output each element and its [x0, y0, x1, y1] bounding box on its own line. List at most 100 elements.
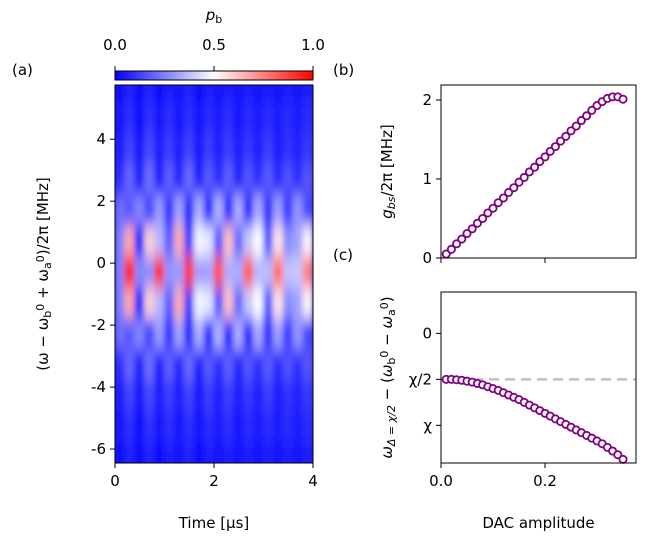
y-axis-label: (ω − ωb0 + ωa0)/2π [MHz] — [34, 177, 54, 371]
heatmap-cell — [223, 85, 235, 103]
y-tick-label: 2 — [96, 192, 106, 210]
heatmap-cell — [154, 132, 165, 165]
heatmap-cell — [183, 256, 195, 289]
heatmap-cell — [282, 318, 294, 351]
heatmap-cell — [272, 287, 284, 320]
label-part: p — [205, 6, 216, 24]
heatmap-cell — [302, 287, 313, 320]
label-part: Δ = χ/2 — [385, 405, 398, 447]
heatmap-cell — [134, 318, 146, 351]
label-part: − — [378, 329, 396, 351]
heatmap-cell — [243, 349, 255, 382]
heatmap-cell — [213, 442, 225, 463]
heatmap-cell — [233, 287, 245, 320]
heatmap-cell — [124, 442, 136, 463]
heatmap-cell — [263, 132, 274, 165]
label-part: + ω — [34, 269, 52, 304]
heatmap-cell — [203, 132, 215, 165]
heatmap-cell — [233, 85, 245, 103]
label-part: b — [41, 311, 54, 318]
heatmap-cell — [243, 85, 255, 103]
label-part: ω — [378, 365, 396, 378]
heatmap-cell — [203, 442, 215, 463]
heatmap-cell — [263, 225, 274, 258]
heatmap-cell — [213, 256, 225, 289]
heatmap-cell — [164, 349, 175, 382]
heatmap-cell — [233, 349, 245, 382]
heatmap-cell — [203, 349, 215, 382]
heatmap-cell — [233, 194, 245, 227]
data-point — [488, 203, 498, 213]
heatmap-cell — [124, 101, 136, 134]
heatmap-cell — [292, 256, 304, 289]
heatmap-cell — [253, 256, 264, 289]
colorbar-tick-label: 0.5 — [202, 36, 226, 54]
label-part: bs — [385, 196, 398, 209]
heatmap-cell — [253, 85, 264, 103]
heatmap-cell — [183, 85, 195, 103]
heatmap-cell — [164, 256, 175, 289]
heatmap-cell — [302, 101, 313, 134]
heatmap-cell — [144, 318, 156, 351]
heatmap-cell — [124, 256, 136, 289]
heatmap-cell — [173, 318, 185, 351]
heatmap-cell — [134, 411, 146, 444]
heatmap-cell — [144, 101, 156, 134]
heatmap-cell — [223, 132, 235, 165]
label-part: ω — [378, 446, 396, 459]
heatmap-cell — [302, 380, 313, 413]
heatmap-cell — [213, 349, 225, 382]
heatmap-cell — [223, 442, 235, 463]
heatmap-cell — [203, 85, 215, 103]
heatmap-cell — [213, 380, 225, 413]
heatmap-cell — [233, 411, 245, 444]
heatmap-cell — [164, 101, 175, 134]
heatmap-cell — [193, 380, 205, 413]
heatmap-cell — [164, 194, 175, 227]
label-part: b — [215, 13, 222, 26]
heatmap-cell — [134, 349, 146, 382]
label-part: a — [41, 262, 54, 269]
panel-label: (b) — [333, 61, 354, 79]
y-tick-label: -6 — [91, 440, 106, 458]
heatmap-cell — [173, 225, 185, 258]
heatmap-cell — [193, 132, 205, 165]
panel-label: (a) — [12, 61, 33, 79]
x-axis-label: DAC amplitude — [482, 514, 594, 532]
heatmap-cell — [253, 411, 264, 444]
heatmap-cell — [253, 318, 264, 351]
heatmap-cell — [124, 380, 136, 413]
heatmap-cell — [282, 194, 294, 227]
panel-label: (c) — [333, 246, 353, 264]
heatmap-cell — [282, 411, 294, 444]
heatmap-cell — [134, 85, 146, 103]
heatmap-cell — [302, 225, 313, 258]
heatmap-cell — [213, 194, 225, 227]
heatmap-cell — [292, 380, 304, 413]
heatmap-cell — [115, 411, 126, 444]
heatmap-cell — [144, 256, 156, 289]
heatmap-cell — [213, 101, 225, 134]
heatmap-cell — [183, 442, 195, 463]
heatmap-cell — [154, 442, 165, 463]
x-tick-label: 0.0 — [429, 472, 453, 490]
heatmap-cell — [173, 287, 185, 320]
heatmap-cell — [302, 85, 313, 103]
heatmap-cell — [253, 380, 264, 413]
heatmap-cell — [302, 132, 313, 165]
heatmap-cell — [243, 442, 255, 463]
heatmap-cell — [183, 132, 195, 165]
heatmap-cell — [253, 132, 264, 165]
heatmap-cell — [272, 442, 284, 463]
heatmap-cell — [124, 132, 136, 165]
label-part: b — [385, 358, 398, 365]
y-tick-label: -4 — [91, 378, 106, 396]
heatmap-cell — [134, 194, 146, 227]
heatmap-cell — [213, 411, 225, 444]
heatmap-cell — [233, 256, 245, 289]
y-tick-label: 0 — [96, 254, 106, 272]
x-tick-label: 4 — [308, 472, 318, 490]
y-tick-label: 0 — [422, 249, 432, 267]
heatmap-cell — [115, 349, 126, 382]
data-point — [618, 94, 628, 104]
